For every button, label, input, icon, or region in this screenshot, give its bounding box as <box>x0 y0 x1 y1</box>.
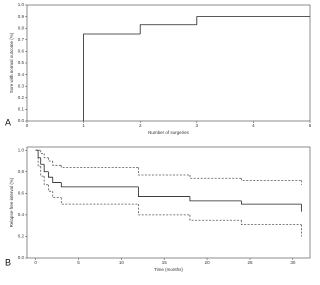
panel-label: B <box>5 257 11 267</box>
step-line <box>189 214 242 221</box>
step-line <box>43 164 49 173</box>
x-tick-label: 15 <box>162 260 168 265</box>
plot-frame <box>26 4 311 122</box>
x-axis-label: Number of surgeries <box>148 130 190 135</box>
step-line <box>83 33 141 121</box>
step-line <box>196 16 310 25</box>
step-line <box>52 161 62 166</box>
y-tick-label: 0.4 <box>18 212 25 217</box>
step-line <box>43 153 49 159</box>
step-line <box>48 184 53 192</box>
x-axis-label: Time (months) <box>154 267 183 272</box>
x-tick-label: 2 <box>139 123 142 128</box>
step-line <box>138 186 190 197</box>
y-axis-label: Relapse-free interval (%) <box>9 177 14 227</box>
x-tick-label: 0 <box>34 260 37 265</box>
y-tick-label: 0.2 <box>18 95 25 100</box>
step-line <box>189 175 242 179</box>
y-tick-label: 1.0 <box>18 147 25 152</box>
step-line <box>60 182 139 188</box>
step-line <box>37 150 41 167</box>
step-line <box>48 157 53 162</box>
x-tick-label: 1 <box>82 123 85 128</box>
x-tick-label: 5 <box>309 123 312 128</box>
step-line <box>138 167 190 176</box>
x-tick-label: 10 <box>119 260 125 265</box>
step-line <box>52 177 62 183</box>
y-tick-label: 0.7 <box>18 37 25 42</box>
step-line <box>43 176 49 186</box>
y-tick-label: 0.8 <box>18 25 25 30</box>
y-tick-label: 0.8 <box>18 169 25 174</box>
x-tick-label: 5 <box>77 260 80 265</box>
x-tick-label: 25 <box>247 260 253 265</box>
step-line <box>40 157 45 165</box>
y-tick-label: 1.0 <box>18 2 25 7</box>
plot-frame <box>26 146 311 259</box>
panel-label: A <box>5 117 11 127</box>
step-line <box>60 165 139 168</box>
y-axis-label: Sore with normal outcome (%) <box>9 32 14 93</box>
step-line <box>40 150 45 154</box>
step-line <box>240 178 302 181</box>
x-tick-label: 20 <box>205 260 211 265</box>
figure: 0.0 0.1 0.2 0.3 0.4 0.5 0.6 0.7 0.8 0.9 1.0 0 1 2 3 4 5 N… <box>5 2 312 272</box>
x-tick-label: 30 <box>290 260 296 265</box>
y-tick-label: 0.6 <box>18 49 25 54</box>
y-tick-label: 0.0 <box>18 255 25 260</box>
y-tick-label: 0.1 <box>18 107 25 112</box>
x-tick-label: 3 <box>196 123 199 128</box>
step-line <box>139 24 197 34</box>
y-tick-label: 0.4 <box>18 72 25 77</box>
x-tick-label: 0 <box>26 123 29 128</box>
step-line <box>40 166 45 177</box>
y-tick-label: 0.0 <box>18 118 25 123</box>
y-tick-label: 0.6 <box>18 191 25 196</box>
y-tick-label: 0.2 <box>18 234 25 239</box>
step-line <box>240 200 302 205</box>
step-line <box>138 204 190 216</box>
step-line <box>60 197 139 205</box>
step-line <box>240 220 302 225</box>
step-line <box>48 171 53 178</box>
x-tick-label: 4 <box>252 123 255 128</box>
y-tick-label: 0.9 <box>18 14 25 19</box>
step-line <box>189 196 242 202</box>
step-line <box>52 191 62 199</box>
y-tick-label: 0.5 <box>18 60 25 65</box>
y-tick-label: 0.3 <box>18 83 25 88</box>
